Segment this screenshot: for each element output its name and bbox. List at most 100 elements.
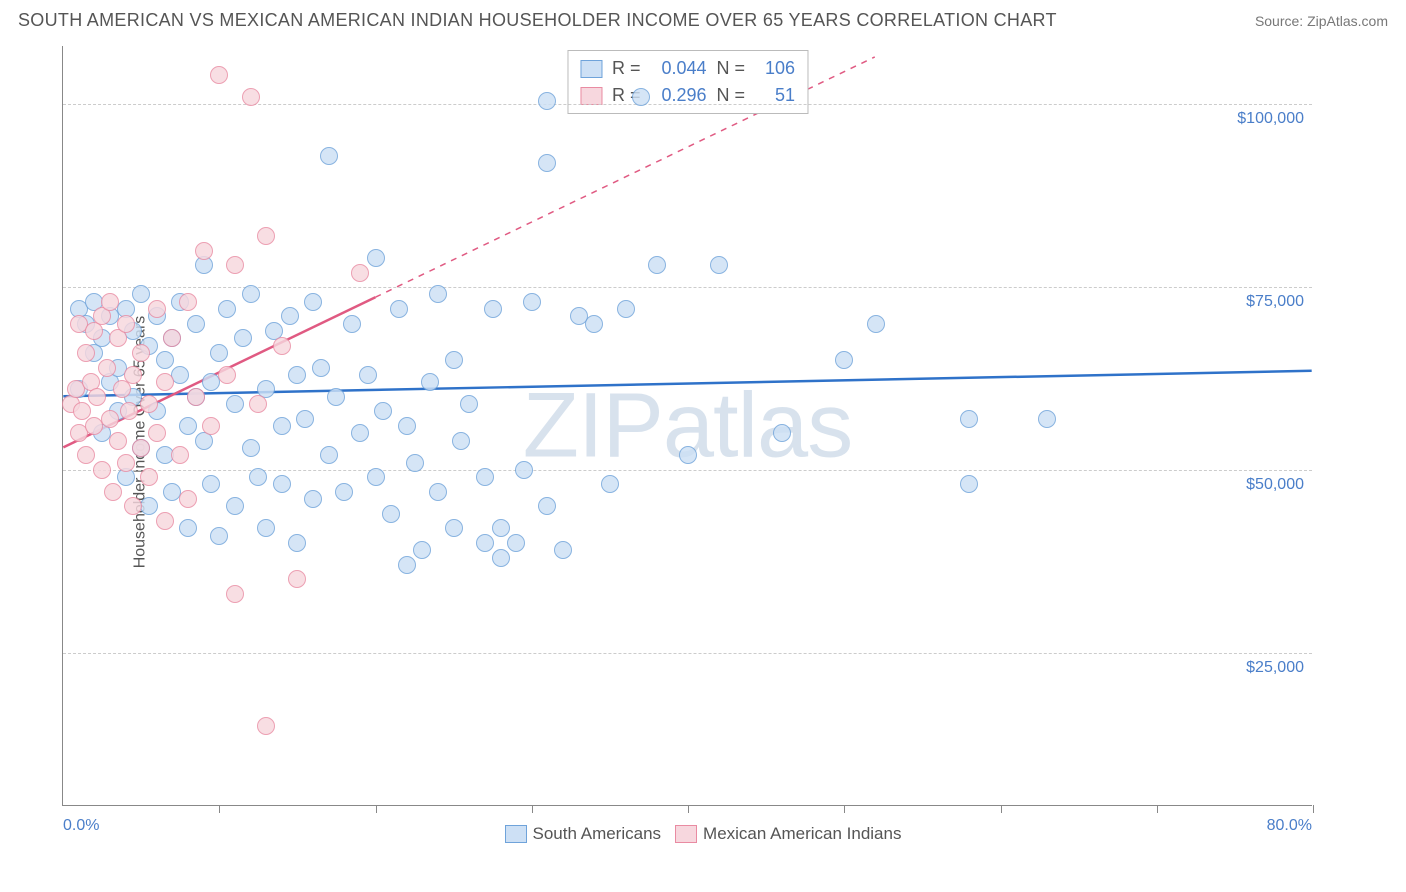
- legend-swatch: [675, 825, 697, 843]
- data-point: [304, 293, 322, 311]
- data-point: [218, 366, 236, 384]
- n-value: 106: [755, 55, 795, 82]
- data-point: [124, 497, 142, 515]
- source-value: ZipAtlas.com: [1307, 13, 1388, 29]
- bottom-legend: South AmericansMexican American Indians: [18, 824, 1388, 844]
- data-point: [226, 395, 244, 413]
- data-point: [148, 300, 166, 318]
- data-point: [242, 285, 260, 303]
- x-tick: [219, 805, 220, 813]
- data-point: [413, 541, 431, 559]
- r-label: R =: [612, 55, 641, 82]
- data-point: [429, 285, 447, 303]
- x-tick: [1157, 805, 1158, 813]
- data-point: [120, 402, 138, 420]
- data-point: [367, 249, 385, 267]
- data-point: [382, 505, 400, 523]
- data-point: [554, 541, 572, 559]
- legend-label: South Americans: [533, 824, 662, 844]
- x-tick: [1001, 805, 1002, 813]
- data-point: [679, 446, 697, 464]
- x-tick: [1313, 805, 1314, 813]
- data-point: [132, 344, 150, 362]
- data-point: [257, 519, 275, 537]
- data-point: [113, 380, 131, 398]
- data-point: [390, 300, 408, 318]
- data-point: [445, 519, 463, 537]
- data-point: [226, 497, 244, 515]
- data-point: [88, 388, 106, 406]
- x-tick: [532, 805, 533, 813]
- x-tick: [376, 805, 377, 813]
- data-point: [288, 570, 306, 588]
- data-point: [156, 351, 174, 369]
- chart-title: SOUTH AMERICAN VS MEXICAN AMERICAN INDIA…: [18, 10, 1057, 31]
- data-point: [77, 344, 95, 362]
- data-point: [367, 468, 385, 486]
- data-point: [406, 454, 424, 472]
- data-point: [398, 417, 416, 435]
- data-point: [960, 410, 978, 428]
- data-point: [601, 475, 619, 493]
- r-value: 0.044: [651, 55, 707, 82]
- data-point: [202, 475, 220, 493]
- data-point: [351, 424, 369, 442]
- data-point: [257, 717, 275, 735]
- data-point: [210, 66, 228, 84]
- data-point: [351, 264, 369, 282]
- data-point: [249, 395, 267, 413]
- data-point: [960, 475, 978, 493]
- data-point: [538, 154, 556, 172]
- data-point: [429, 483, 447, 501]
- data-point: [109, 432, 127, 450]
- data-point: [835, 351, 853, 369]
- data-point: [1038, 410, 1056, 428]
- legend-swatch: [580, 87, 602, 105]
- data-point: [523, 293, 541, 311]
- y-tick-label: $50,000: [1246, 476, 1304, 494]
- data-point: [210, 344, 228, 362]
- data-point: [101, 410, 119, 428]
- data-point: [648, 256, 666, 274]
- y-tick-label: $100,000: [1237, 110, 1304, 128]
- data-point: [117, 315, 135, 333]
- plot-area: ZIPatlas R =0.044N =106R =0.296N =51 $25…: [62, 46, 1312, 806]
- data-point: [398, 556, 416, 574]
- data-point: [476, 534, 494, 552]
- grid-line: [63, 653, 1312, 654]
- title-bar: SOUTH AMERICAN VS MEXICAN AMERICAN INDIA…: [0, 0, 1406, 37]
- stats-row: R =0.044N =106: [580, 55, 795, 82]
- data-point: [374, 402, 392, 420]
- data-point: [312, 359, 330, 377]
- data-point: [257, 227, 275, 245]
- data-point: [460, 395, 478, 413]
- data-point: [234, 329, 252, 347]
- trend-lines: [63, 46, 1312, 805]
- data-point: [343, 315, 361, 333]
- chart-area: Householder Income Over 65 years ZIPatla…: [18, 42, 1388, 842]
- data-point: [296, 410, 314, 428]
- legend-swatch: [580, 60, 602, 78]
- source-label: Source:: [1255, 13, 1307, 29]
- data-point: [327, 388, 345, 406]
- data-point: [202, 417, 220, 435]
- data-point: [281, 307, 299, 325]
- data-point: [187, 388, 205, 406]
- data-point: [179, 293, 197, 311]
- data-point: [585, 315, 603, 333]
- data-point: [93, 461, 111, 479]
- data-point: [124, 366, 142, 384]
- data-point: [515, 461, 533, 479]
- data-point: [156, 512, 174, 530]
- data-point: [195, 242, 213, 260]
- data-point: [101, 293, 119, 311]
- data-point: [179, 519, 197, 537]
- x-tick: [688, 805, 689, 813]
- data-point: [335, 483, 353, 501]
- data-point: [617, 300, 635, 318]
- data-point: [288, 366, 306, 384]
- data-point: [226, 256, 244, 274]
- data-point: [421, 373, 439, 391]
- data-point: [179, 417, 197, 435]
- data-point: [171, 446, 189, 464]
